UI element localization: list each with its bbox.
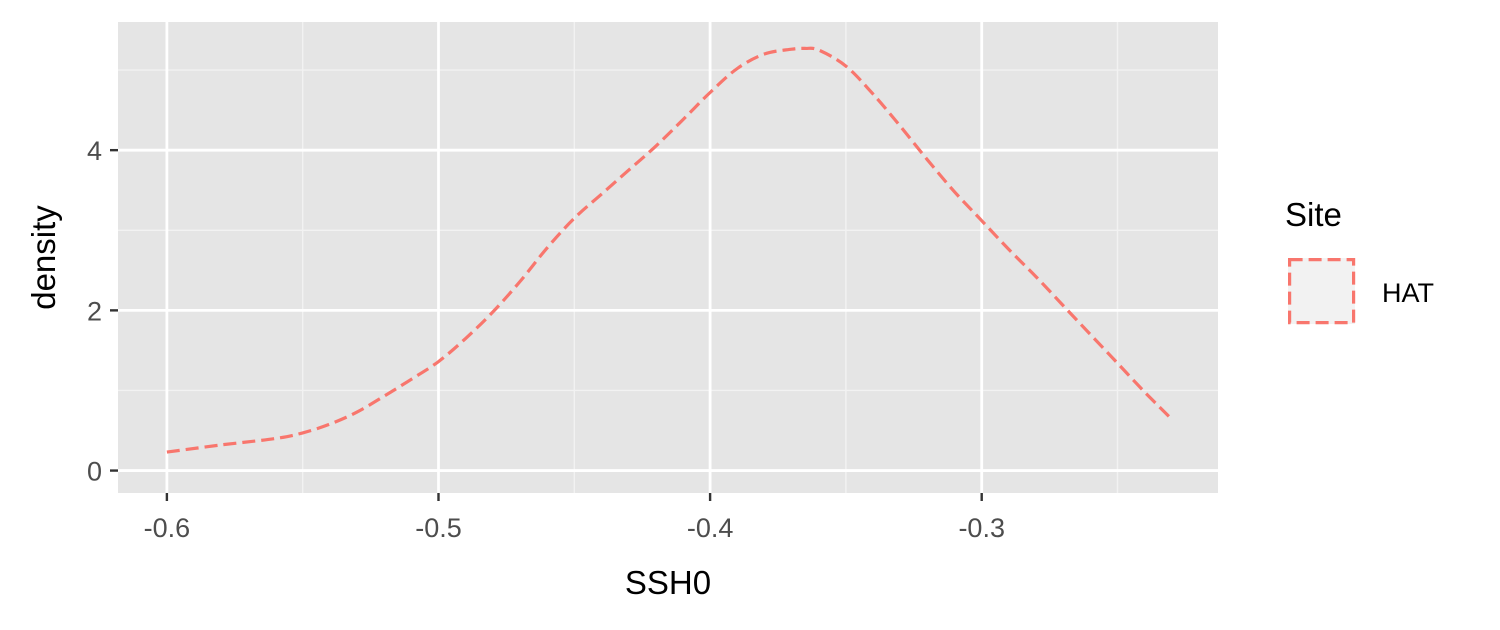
x-axis-title: SSH0 — [625, 564, 711, 601]
x-tick-label: -0.5 — [415, 513, 462, 543]
series-line-hat — [166, 46, 1173, 454]
legend: Site HAT — [1285, 196, 1434, 325]
x-tick-label: -0.3 — [958, 513, 1005, 543]
y-tick-label: 2 — [87, 296, 102, 326]
x-axis: -0.6 -0.5 -0.4 -0.3 — [144, 493, 1005, 543]
y-axis-title: density — [25, 205, 62, 310]
legend-key-outline — [1287, 258, 1356, 325]
minor-gridlines — [118, 22, 1218, 493]
x-tick-label: -0.6 — [144, 513, 191, 543]
x-tick-label: -0.4 — [687, 513, 734, 543]
y-tick-label: 4 — [87, 136, 102, 166]
y-axis: 0 2 4 — [87, 136, 118, 487]
legend-title: Site — [1285, 196, 1342, 233]
legend-label-hat: HAT — [1382, 278, 1434, 308]
y-tick-label: 0 — [87, 457, 102, 487]
legend-key-hat — [1288, 258, 1355, 324]
major-gridlines — [118, 22, 1218, 493]
plot-panel — [118, 22, 1218, 493]
